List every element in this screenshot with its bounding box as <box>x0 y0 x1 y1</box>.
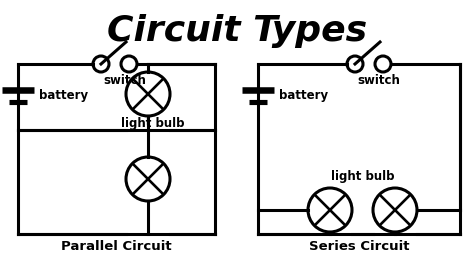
Text: light bulb: light bulb <box>331 170 394 183</box>
Text: switch: switch <box>103 74 146 87</box>
Text: light bulb: light bulb <box>121 117 185 130</box>
Text: battery: battery <box>39 90 88 102</box>
Text: Series Circuit: Series Circuit <box>309 240 409 253</box>
Text: battery: battery <box>279 90 328 102</box>
Text: Circuit Types: Circuit Types <box>107 14 367 48</box>
Text: switch: switch <box>357 74 401 87</box>
Text: Parallel Circuit: Parallel Circuit <box>61 240 172 253</box>
